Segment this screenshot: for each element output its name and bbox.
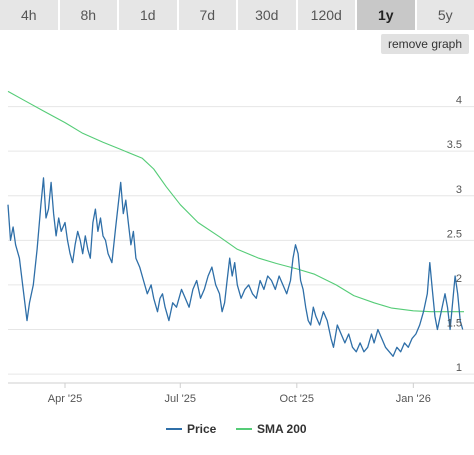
- remove-graph-button[interactable]: remove graph: [381, 34, 469, 54]
- y-axis: 1 1.5 2 2.5 3 3.5 4: [447, 95, 462, 375]
- price-line: [7, 177, 464, 357]
- tab-7d[interactable]: 7d: [178, 0, 236, 30]
- tab-30d[interactable]: 30d: [238, 0, 296, 30]
- grid-lines: [8, 106, 474, 375]
- y-tick-label: 4: [456, 95, 462, 107]
- y-tick-label: 1.5: [447, 318, 462, 330]
- y-tick-label: 1: [456, 362, 462, 374]
- y-tick-label: 3.5: [447, 139, 462, 151]
- x-tick-label: Jul '25: [165, 393, 196, 405]
- tab-120d[interactable]: 120d: [297, 0, 355, 30]
- x-tick-label: Jan '26: [396, 393, 431, 405]
- x-axis: Apr '25 Jul '25 Oct '25 Jan '26: [8, 382, 474, 405]
- legend-label-price: Price: [187, 422, 217, 436]
- y-tick-label: 2: [456, 273, 462, 285]
- legend-label-sma-200: SMA 200: [257, 422, 307, 436]
- y-tick-label: 2.5: [447, 228, 462, 240]
- tab-1y[interactable]: 1y: [357, 0, 415, 30]
- tab-8h[interactable]: 8h: [59, 0, 117, 30]
- series-lines: [7, 90, 464, 357]
- tab-1d[interactable]: 1d: [119, 0, 177, 30]
- sma-200-line: [7, 90, 464, 313]
- x-tick-label: Oct '25: [280, 393, 315, 405]
- x-tick-label: Apr '25: [48, 393, 83, 405]
- legend: Price SMA 200: [166, 422, 307, 436]
- tab-4h[interactable]: 4h: [0, 0, 58, 30]
- y-tick-label: 3: [456, 184, 462, 196]
- tab-5y[interactable]: 5y: [416, 0, 474, 30]
- range-tabs: 4h 8h 1d 7d 30d 120d 1y 5y: [0, 0, 474, 30]
